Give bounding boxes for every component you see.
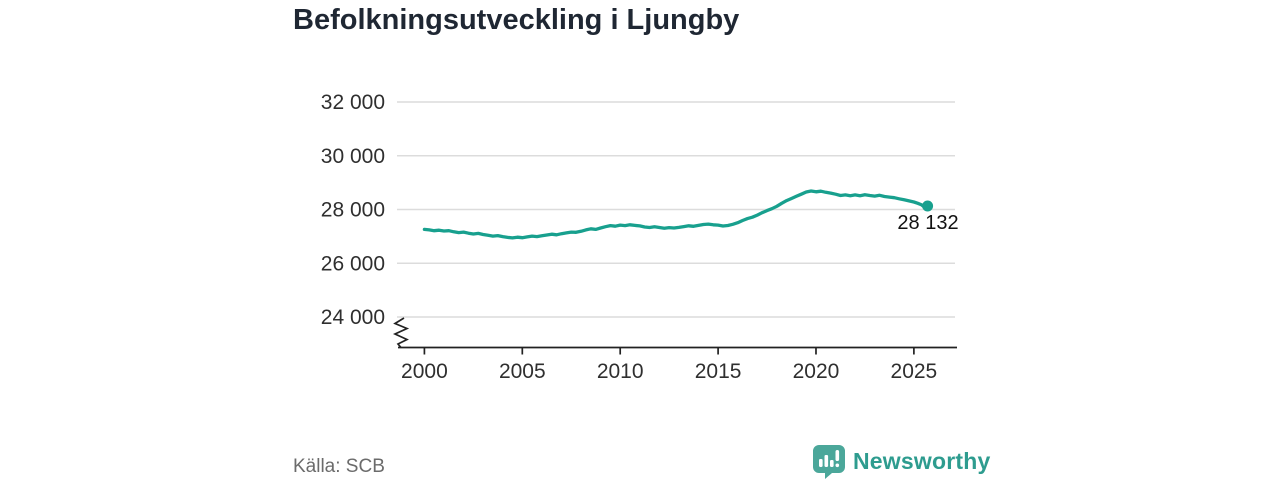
series-endpoint-marker [922, 200, 934, 212]
y-axis-tick-label: 24 000 [321, 306, 385, 329]
source-attribution: Källa: SCB [293, 456, 385, 477]
newsworthy-logo-text: Newsworthy [853, 448, 991, 474]
y-axis-tick-label: 32 000 [321, 91, 385, 114]
y-axis-tick-label: 26 000 [321, 252, 385, 275]
x-axis-tick-label: 2005 [499, 360, 546, 383]
chart-title: Befolkningsutveckling i Ljungby [293, 4, 740, 36]
population-series-line [422, 189, 930, 240]
x-axis-tick-label: 2015 [695, 360, 742, 383]
newsworthy-speech-bubble-chart-icon [813, 445, 845, 479]
endpoint-value-label: 28 132 [897, 212, 958, 234]
axis-break-zigzag-icon [392, 317, 410, 349]
x-axis-tick-label: 2025 [891, 360, 938, 383]
newsworthy-logo[interactable]: Newsworthy [812, 444, 990, 479]
x-axis-tick-label: 2020 [793, 360, 840, 383]
y-axis-tick-label: 28 000 [321, 199, 385, 222]
x-axis-tick-label: 2010 [597, 360, 644, 383]
y-axis-tick-label: 30 000 [321, 145, 385, 168]
x-axis-tick-label: 2000 [401, 360, 448, 383]
